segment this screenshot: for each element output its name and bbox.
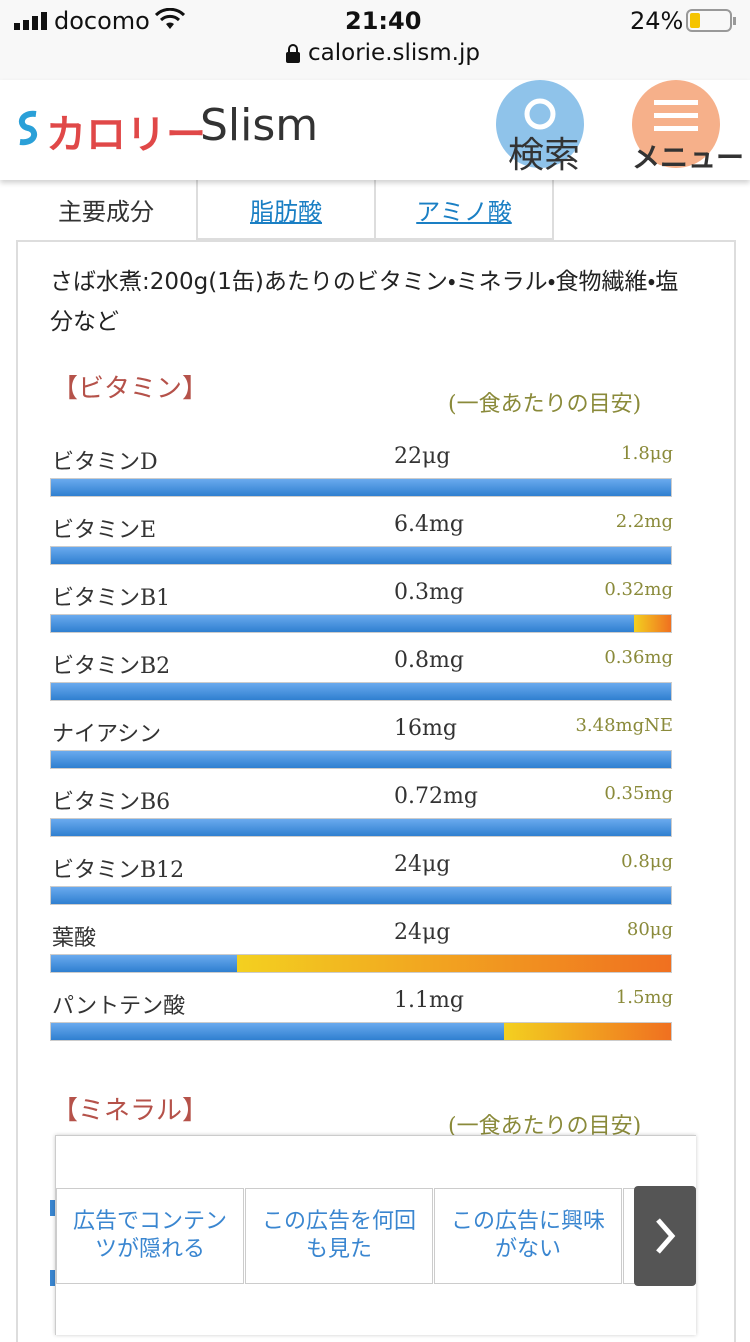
carrier: docomo xyxy=(54,7,150,35)
bar-track xyxy=(50,954,672,973)
hidden-bar xyxy=(50,1200,56,1216)
bar-track xyxy=(50,682,672,701)
tab[interactable]: 主要成分 xyxy=(16,180,196,238)
nutrient-target: 1.5mg xyxy=(615,987,673,1008)
bar-fill xyxy=(51,751,671,768)
bar-track xyxy=(50,818,672,837)
bar-fill xyxy=(51,819,671,836)
bar-track xyxy=(50,886,672,905)
nutrient-name: ビタミンB2 xyxy=(52,654,171,679)
clock: 21:40 xyxy=(345,7,422,35)
bar-fill xyxy=(51,683,671,700)
wifi-icon xyxy=(155,8,185,29)
lock-icon xyxy=(286,44,300,63)
search-icon[interactable] xyxy=(496,80,586,168)
hidden-bar xyxy=(50,1270,56,1286)
section-title: 【ミネラル】 xyxy=(52,1096,209,1126)
nutrient-target: 1.8μg xyxy=(621,443,673,464)
bar-track xyxy=(50,478,672,497)
logo-kana[interactable]: カロリー xyxy=(46,112,206,158)
search-label[interactable]: 検索 xyxy=(508,135,581,176)
bar-track xyxy=(50,546,672,565)
bar-fill xyxy=(51,887,671,904)
nutrient-name: ナイアシン xyxy=(52,722,162,747)
nutrient-target: 0.32mg xyxy=(604,579,673,600)
nutrient-name: ビタミンB1 xyxy=(52,586,171,611)
nutrient-target: 80μg xyxy=(626,919,673,940)
nutrient-amount: 24μg xyxy=(394,920,451,945)
site-header: カロリー Slism 検索 メニュー xyxy=(0,80,750,180)
nutrient-amount: 0.72mg xyxy=(394,784,478,809)
bar-fill xyxy=(51,1023,504,1040)
nutrient-target: 3.48mgNE xyxy=(575,715,673,736)
menu-label[interactable]: メニュー xyxy=(632,141,745,174)
ad-button[interactable]: この広告を何回も見た xyxy=(245,1188,433,1284)
tab[interactable]: アミノ酸 xyxy=(374,180,554,240)
menu-icon[interactable] xyxy=(630,80,722,168)
status-bar: docomo 21:40 24% calorie.slism.jp xyxy=(0,0,750,81)
bar-fill xyxy=(51,479,671,496)
nutrient-name: ビタミンE xyxy=(52,518,157,543)
section-note: (一食あたりの目安) xyxy=(448,392,642,417)
bar-fill xyxy=(51,615,634,632)
bar-fill xyxy=(51,547,671,564)
nutrient-amount: 0.3mg xyxy=(394,580,464,605)
bar-fill xyxy=(51,955,237,972)
section-title: 【ビタミン】 xyxy=(52,374,209,404)
battery-icon xyxy=(686,9,736,32)
nutrient-amount: 16mg xyxy=(394,716,457,741)
nutrient-amount: 0.8mg xyxy=(394,648,464,673)
bar-remainder xyxy=(633,615,671,632)
url[interactable]: calorie.slism.jp xyxy=(308,40,480,66)
nutrient-name: ビタミンD xyxy=(52,450,158,475)
bar-remainder xyxy=(503,1023,671,1040)
bar-track xyxy=(50,750,672,769)
nutrient-target: 0.35mg xyxy=(604,783,673,804)
tab[interactable]: 脂肪酸 xyxy=(196,180,376,240)
bar-track xyxy=(50,614,672,633)
logo-latin[interactable]: Slism xyxy=(200,100,319,151)
battery-text: 24% xyxy=(630,7,684,35)
nutrient-name: ビタミンB6 xyxy=(52,790,171,815)
ad-button[interactable]: 広告でコンテンツが隠れる xyxy=(56,1188,244,1284)
nutrient-amount: 6.4mg xyxy=(394,512,464,537)
signal-icon xyxy=(14,12,47,30)
description: さば水煮:200g(1缶)あたりのビタミン・ミネラル・食物繊維・塩分など xyxy=(50,269,679,335)
next-button[interactable] xyxy=(634,1186,696,1286)
nutrient-target: 0.8μg xyxy=(621,851,673,872)
nutrient-name: ビタミンB12 xyxy=(52,858,185,883)
section-note: (一食あたりの目安) xyxy=(448,1114,642,1139)
nutrient-target: 0.36mg xyxy=(604,647,673,668)
nutrient-target: 2.2mg xyxy=(615,511,673,532)
nutrient-name: 葉酸 xyxy=(52,926,97,951)
nutrient-name: パントテン酸 xyxy=(52,994,186,1019)
logo-mark xyxy=(18,110,38,146)
ad-feedback: 広告でコンテンツが隠れる この広告を何回も見た この広告に興味がない xyxy=(55,1135,696,1335)
bar-remainder xyxy=(237,955,671,972)
chevron xyxy=(656,1218,676,1254)
nutrient-amount: 22μg xyxy=(394,444,451,469)
content-box xyxy=(16,240,736,1342)
nutrient-amount: 1.1mg xyxy=(394,988,464,1013)
nutrient-amount: 24μg xyxy=(394,852,451,877)
bar-track xyxy=(50,1022,672,1041)
ad-button[interactable]: この広告に興味がない xyxy=(434,1188,622,1284)
